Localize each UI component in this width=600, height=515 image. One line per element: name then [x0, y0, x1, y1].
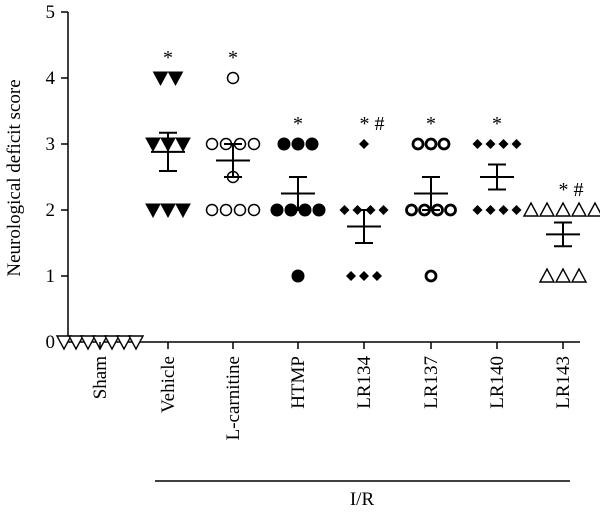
- data-point: [175, 137, 191, 153]
- data-point: [444, 203, 457, 217]
- data-point: [511, 205, 522, 215]
- significance-annotation: *: [426, 113, 436, 135]
- significance-annotation: *: [228, 47, 238, 69]
- group-sham: [55, 335, 145, 351]
- y-axis-label: Neurological deficit score: [4, 79, 25, 276]
- data-point: [115, 335, 133, 351]
- data-point: [378, 205, 389, 215]
- data-point: [570, 201, 588, 217]
- y-tick-label: 1: [46, 266, 56, 287]
- data-point: [145, 137, 161, 153]
- x-tick-label: L-carnitine: [223, 356, 244, 440]
- data-point: [586, 201, 600, 217]
- y-tick-label: 3: [46, 134, 56, 155]
- x-tick-label: LR143: [553, 356, 574, 409]
- data-point: [346, 271, 356, 281]
- data-point: [205, 137, 219, 151]
- x-category-labels: Sham Vehicle L-carnitine HTMP LR134 LR137 LR14…: [90, 342, 574, 440]
- data-point: [411, 137, 425, 151]
- data-point: [511, 139, 522, 149]
- x-tick-label: Vehicle: [158, 356, 179, 413]
- data-point: [554, 201, 572, 217]
- data-point: [233, 203, 247, 217]
- data-point: [498, 205, 509, 215]
- data-point: [55, 335, 73, 351]
- data-point: [67, 335, 85, 351]
- data-point: [205, 203, 219, 217]
- data-point: [226, 71, 240, 85]
- data-point: [305, 137, 319, 151]
- data-point: [359, 139, 369, 149]
- data-point: [372, 271, 382, 281]
- group-htmp: *: [270, 113, 326, 283]
- data-point: [160, 203, 176, 219]
- data-point: [152, 71, 169, 87]
- data-point: [175, 203, 191, 219]
- data-point: [103, 335, 121, 351]
- data-point: [291, 269, 305, 283]
- y-tick-label: 0: [46, 332, 56, 353]
- data-point: [270, 203, 284, 217]
- group-l-carnitine: *: [205, 47, 261, 217]
- data-point: [291, 137, 305, 151]
- data-point: [472, 205, 483, 215]
- y-tick-label: 5: [46, 2, 56, 23]
- data-point: [472, 139, 483, 149]
- data-point: [79, 335, 97, 351]
- x-tick-label: HTMP: [288, 356, 309, 409]
- x-tick-label: LR140: [487, 356, 508, 409]
- data-point: [570, 267, 588, 283]
- data-point: [247, 203, 261, 217]
- data-point: [437, 137, 451, 151]
- y-axis-ticks: 0 1 2 3 4 5: [46, 2, 68, 353]
- significance-annotation: *: [492, 113, 502, 135]
- data-point: [554, 267, 572, 283]
- data-marks: * * * * # * * * #: [55, 47, 600, 351]
- data-point: [145, 203, 161, 219]
- x-tick-label: LR134: [354, 356, 375, 409]
- data-point: [538, 267, 556, 283]
- significance-annotation: * #: [360, 113, 385, 135]
- group-vehicle: *: [145, 47, 191, 219]
- data-point: [219, 203, 233, 217]
- group-lr137: *: [405, 113, 457, 283]
- data-point: [538, 201, 556, 217]
- group-label: I/R: [350, 489, 375, 510]
- significance-annotation: * #: [559, 179, 584, 201]
- data-point: [498, 139, 509, 149]
- group-lr134: * #: [339, 113, 389, 281]
- data-point: [339, 205, 350, 215]
- x-tick-label: Sham: [90, 356, 111, 400]
- group-lr140: *: [472, 113, 522, 215]
- data-point: [127, 335, 145, 351]
- significance-annotation: *: [163, 47, 173, 69]
- x-tick-label: LR137: [421, 356, 442, 409]
- data-point: [485, 205, 496, 215]
- data-point: [485, 139, 496, 149]
- data-point: [405, 203, 418, 217]
- y-tick-label: 2: [46, 200, 56, 221]
- data-point: [247, 137, 261, 151]
- axes: [67, 12, 580, 343]
- data-point: [277, 137, 291, 151]
- data-point: [312, 203, 326, 217]
- data-point: [424, 269, 438, 283]
- significance-annotation: *: [293, 113, 303, 135]
- data-point: [359, 271, 369, 281]
- y-tick-label: 4: [46, 68, 56, 89]
- group-lr143: * #: [522, 179, 600, 283]
- data-point: [522, 201, 540, 217]
- data-point: [167, 71, 184, 87]
- data-point: [424, 137, 438, 151]
